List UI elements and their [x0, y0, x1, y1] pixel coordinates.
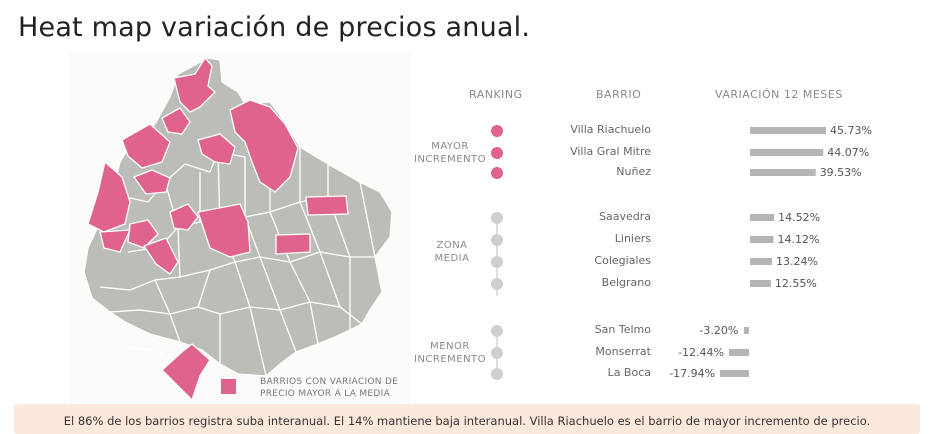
header-ranking: RANKING — [469, 88, 523, 101]
summary-banner: El 86% de los barrios registra suba inte… — [14, 404, 920, 434]
legend-label-line1: BARRIOS CON VARIACION DE — [260, 377, 399, 387]
rank-dot — [491, 347, 503, 359]
map-highlight-district — [161, 107, 191, 135]
rank-dot — [491, 212, 503, 224]
value-label: 45.73% — [830, 124, 872, 137]
group-menor-line1: MENOR — [430, 341, 470, 352]
map-highlight-district — [161, 343, 211, 401]
map-highlight-district — [133, 169, 171, 195]
value-bar — [750, 214, 775, 221]
heat-map — [70, 52, 410, 404]
group-zona-label: ZONA MEDIA — [407, 239, 497, 265]
map-highlight-district — [127, 219, 159, 249]
rank-dot — [491, 125, 503, 137]
header-barrio: BARRIO — [596, 88, 642, 101]
barrio-name: Villa Gral Mitre — [570, 145, 651, 158]
value-bar — [750, 236, 774, 243]
summary-text: El 86% de los barrios registra suba inte… — [63, 414, 871, 428]
rank-dot — [491, 325, 503, 337]
map-svg — [83, 57, 393, 401]
group-zona-line1: ZONA — [436, 240, 468, 251]
barrio-name: La Boca — [607, 366, 651, 379]
value-bar — [750, 169, 816, 176]
value-label: 13.24% — [776, 255, 818, 268]
rank-dot — [491, 167, 503, 179]
rank-dot — [491, 278, 503, 290]
group-mayor-label: MAYOR INCREMENTO — [405, 140, 495, 166]
value-label: -12.44% — [678, 346, 724, 359]
map-highlight-district — [173, 57, 216, 113]
legend-label-line2: PRECIO MAYOR A LA MEDIA — [260, 389, 391, 399]
map-district — [169, 301, 319, 377]
barrio-name: Saavedra — [599, 210, 651, 223]
barrio-name: Villa Riachuelo — [570, 123, 651, 136]
map-district — [109, 301, 363, 325]
value-bar — [728, 349, 749, 356]
map-highlight-district — [197, 133, 236, 165]
page-title: Heat map variación de precios anual. — [18, 12, 531, 43]
group-mayor-line2: INCREMENTO — [413, 154, 487, 165]
barrio-name: Nuñez — [616, 165, 651, 178]
legend-swatch — [221, 379, 236, 394]
rank-dot — [491, 234, 503, 246]
value-label: -17.94% — [669, 367, 716, 380]
group-zona-line2: MEDIA — [434, 253, 470, 264]
map-highlight-district — [169, 203, 199, 231]
map-highlight-district — [197, 203, 251, 258]
value-bar — [750, 280, 771, 287]
map-highlight-district — [143, 237, 179, 275]
rank-dot — [491, 368, 503, 380]
value-label: -3.20% — [699, 324, 739, 337]
legend-label: BARRIOS CON VARIACION DE PRECIO MAYOR A … — [260, 376, 430, 400]
map-highlight-district — [99, 229, 131, 253]
group-menor-line2: INCREMENTO — [413, 354, 487, 365]
value-bar — [720, 370, 749, 377]
group-mayor-line1: MAYOR — [431, 141, 469, 152]
barrio-name: Colegiales — [594, 254, 651, 267]
value-bar — [750, 149, 824, 156]
map-highlight-district — [121, 123, 171, 169]
map-highlight-district — [305, 195, 349, 216]
barrio-name: Monserrat — [595, 345, 651, 358]
value-bar — [743, 327, 749, 334]
value-bar — [750, 258, 773, 265]
value-label: 39.53% — [819, 166, 862, 179]
group-menor-label: MENOR INCREMENTO — [405, 340, 495, 366]
barrio-name: Belgrano — [601, 276, 651, 289]
value-label: 12.55% — [774, 277, 817, 290]
barrio-name: Liniers — [614, 232, 651, 245]
rank-dot — [491, 147, 503, 159]
value-label: 44.07% — [827, 146, 870, 159]
value-label: 14.12% — [777, 233, 820, 246]
map-highlight-district — [87, 161, 131, 233]
barrio-name: San Telmo — [594, 323, 651, 336]
map-highlight-district — [229, 99, 299, 193]
value-label: 14.52% — [778, 211, 821, 224]
map-highlight-district — [275, 233, 311, 255]
rank-dot — [491, 256, 503, 268]
map-district — [154, 251, 351, 330]
value-bar — [750, 127, 826, 134]
header-variacion: VARIACIÓN 12 MESES — [715, 88, 843, 101]
